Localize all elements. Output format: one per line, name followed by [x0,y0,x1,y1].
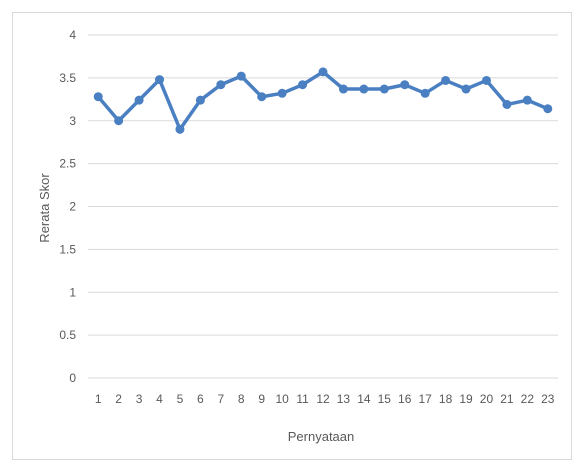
data-point [420,88,430,98]
data-point [257,92,267,102]
data-point [359,84,369,94]
data-point [543,104,553,114]
x-tick-label: 16 [398,392,412,406]
y-tick-label: 3 [69,114,76,128]
x-tick-label: 5 [177,392,184,406]
data-point [502,99,512,109]
x-tick-label: 17 [418,392,432,406]
y-tick-label: 1.5 [59,242,76,256]
y-tick-label: 4 [69,28,76,42]
x-tick-label: 2 [115,392,122,406]
x-tick-label: 20 [480,392,494,406]
data-point [318,67,328,77]
data-point [277,88,287,98]
y-tick-label: 0.5 [59,328,76,342]
y-axis-ticks: 0 0.5 1 1.5 2 2.5 3 3.5 4 [59,28,76,385]
data-point [114,116,124,126]
y-tick-label: 2.5 [59,157,76,171]
x-tick-label: 1 [95,392,102,406]
y-tick-label: 2 [69,200,76,214]
x-tick-label: 23 [541,392,555,406]
data-point [379,84,389,94]
data-point [93,92,103,102]
data-point [175,124,185,134]
x-tick-label: 22 [521,392,535,406]
y-axis-title: Rerata Skor [37,173,52,243]
y-tick-label: 1 [69,285,76,299]
y-tick-label: 0 [69,371,76,385]
x-tick-label: 9 [258,392,265,406]
x-tick-label: 12 [316,392,330,406]
x-tick-label: 6 [197,392,204,406]
gridlines [88,34,558,379]
line-chart: 00.511.522.533.54 1 2 3 4 5 6 7 8 9 10 11 12 13 14 15 1… [37,28,558,444]
data-point [400,80,410,90]
x-axis-ticks: 1 2 3 4 5 6 7 8 9 10 11 12 13 14 15 16 17 18 19 20 21 22 23 [95,392,555,406]
data-point [216,80,226,90]
x-tick-label: 4 [156,392,163,406]
x-axis-title: Pernyataan [288,429,355,444]
data-point [195,95,205,105]
data-point [461,84,471,94]
x-tick-label: 8 [238,392,245,406]
x-tick-label: 7 [217,392,224,406]
x-tick-label: 19 [459,392,473,406]
x-tick-label: 3 [136,392,143,406]
data-point [481,75,491,85]
x-tick-label: 18 [439,392,453,406]
x-tick-label: 10 [275,392,289,406]
x-tick-label: 21 [500,392,514,406]
chart-container: 0 0.5 1 1.5 2 2.5 3 3.5 4 1 2 3 4 5 6 7 8 9 10 11 12 13 14 15 1… [12,12,572,460]
series-layer [93,67,553,134]
data-point [155,75,165,85]
x-tick-label: 11 [296,392,309,406]
data-point [441,75,451,85]
y-tick-label: 3.5 [59,71,76,85]
data-point [236,71,246,81]
x-tick-label: 13 [337,392,351,406]
data-point [338,84,348,94]
x-tick-label: 14 [357,392,371,406]
data-point [522,95,532,105]
x-tick-label: 15 [378,392,392,406]
data-point [134,95,144,105]
data-point [298,80,308,90]
